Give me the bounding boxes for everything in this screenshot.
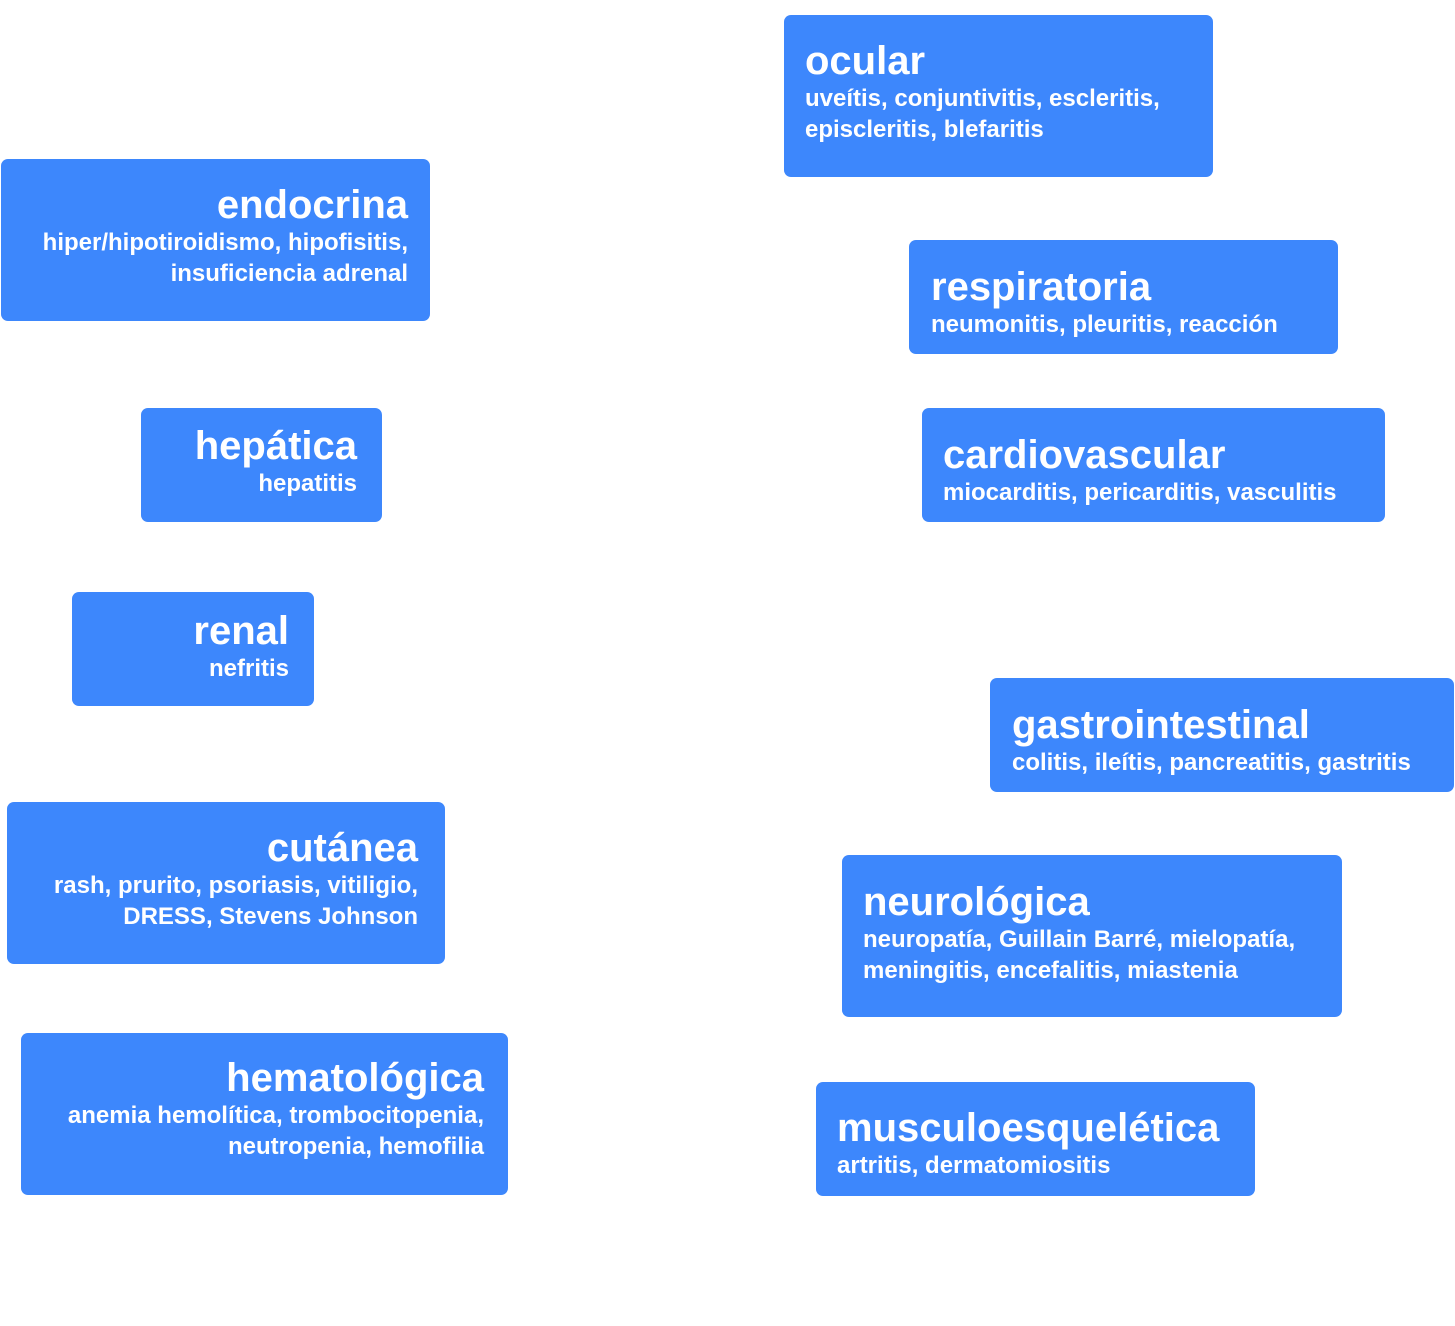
gastrointestinal-description: colitis, ileítis, pancreatitis, gastriti…	[1012, 749, 1411, 776]
cutanea-description: rash, prurito, psoriasis, vitiligio, DRE…	[53, 872, 418, 930]
endocrina-box: endocrina hiper/hipotiroidismo, hipofisi…	[1, 159, 430, 321]
respiratoria-description: neumonitis, pleuritis, reacción	[931, 311, 1278, 338]
hematologica-title: hematológica	[226, 1056, 484, 1100]
neurologica-title: neurológica	[863, 880, 1090, 924]
respiratoria-title: respiratoria	[931, 265, 1152, 309]
cardiovascular-title: cardiovascular	[943, 433, 1226, 477]
cutanea-box: cutánea rash, prurito, psoriasis, vitili…	[7, 802, 445, 964]
endocrina-description: hiper/hipotiroidismo, hipofisitis, insuf…	[42, 229, 408, 287]
hematologica-box: hematológica anemia hemolítica, tromboci…	[21, 1033, 508, 1195]
hepatica-title: hepática	[194, 424, 357, 468]
renal-description: nefritis	[208, 655, 289, 682]
respiratoria-box: respiratoria neumonitis, pleuritis, reac…	[909, 240, 1338, 354]
hepatica-description: hepatitis	[258, 470, 357, 497]
ocular-box: ocular uveítis, conjuntivitis, escleriti…	[784, 15, 1213, 177]
endocrina-title: endocrina	[216, 183, 408, 227]
cardiovascular-description: miocarditis, pericarditis, vasculitis	[943, 479, 1337, 506]
musculoesqueletica-description: artritis, dermatomiositis	[837, 1152, 1111, 1179]
gastrointestinal-box: gastrointestinal colitis, ileítis, pancr…	[990, 678, 1454, 792]
renal-box: renal nefritis	[72, 592, 314, 706]
ocular-description: uveítis, conjuntivitis, escleritis, epis…	[805, 85, 1160, 143]
musculoesqueletica-title: musculoesquelética	[837, 1106, 1220, 1150]
cutanea-title: cutánea	[266, 826, 418, 870]
renal-title: renal	[193, 609, 289, 653]
hepatica-box: hepática hepatitis	[141, 408, 382, 522]
ocular-title: ocular	[805, 39, 926, 83]
hematologica-description: anemia hemolítica, trombocitopenia, neut…	[67, 1102, 484, 1160]
musculoesqueletica-box: musculoesquelética artritis, dermatomios…	[816, 1082, 1255, 1196]
neurologica-box: neurológica neuropatía, Guillain Barré, …	[842, 855, 1342, 1017]
cardiovascular-box: cardiovascular miocarditis, pericarditis…	[922, 408, 1385, 522]
gastrointestinal-title: gastrointestinal	[1012, 703, 1310, 747]
neurologica-description: neuropatía, Guillain Barré, mielopatía, …	[863, 926, 1296, 984]
